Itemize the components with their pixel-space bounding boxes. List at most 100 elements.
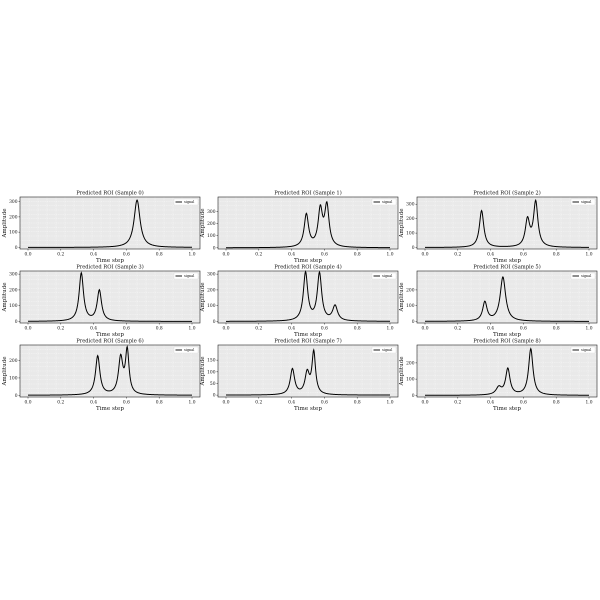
x-tick-label: 1.0 xyxy=(189,401,196,406)
series-line-signal xyxy=(226,200,390,249)
y-tick-label: 0 xyxy=(213,394,216,399)
legend-box xyxy=(371,272,397,280)
series-line-signal xyxy=(226,348,390,396)
x-tick-label: 0.4 xyxy=(487,327,494,332)
subplot-6: 0.0 0.2 0.4 0.6 0.8 1.0 0 100 200 Predicted ROI (… xyxy=(2,338,201,412)
series-line-signal xyxy=(27,271,192,322)
x-tick-label: 0.4 xyxy=(90,401,97,406)
x-tick-label: 0.2 xyxy=(57,327,64,332)
x-tick-label: 0.0 xyxy=(422,401,429,406)
plot-frame xyxy=(416,270,598,324)
plot-frame xyxy=(217,270,399,324)
subplot-8: 0.0 0.2 0.4 0.6 0.8 1.0 0 100 200 Predicted ROI (… xyxy=(399,338,598,412)
chart-title: Predicted ROI (Sample 8) xyxy=(473,338,541,345)
y-axis-label: Amplitude xyxy=(399,282,405,313)
y-tick-label: 0 xyxy=(15,246,18,251)
y-axis-label: Amplitude xyxy=(200,356,206,387)
y-tick-label: 300 xyxy=(9,273,18,278)
legend-label: signal xyxy=(581,200,591,204)
y-tick-label: 200 xyxy=(406,361,415,366)
y-tick-label: 200 xyxy=(9,288,18,293)
y-tick-label: 0 xyxy=(213,246,216,251)
x-tick-label: 1.0 xyxy=(189,327,196,332)
x-tick-label: 0.4 xyxy=(487,253,494,258)
legend-box xyxy=(371,198,397,206)
x-tick-label: 0.6 xyxy=(520,327,527,332)
y-tick-label: 300 xyxy=(406,203,415,208)
x-tick-label: 0.8 xyxy=(354,327,361,332)
x-axis-label: Time step xyxy=(96,332,124,338)
legend-label: signal xyxy=(581,274,591,278)
x-tick-label: 0.6 xyxy=(321,253,328,258)
x-tick-label: 1.0 xyxy=(586,327,593,332)
plot-frame xyxy=(19,196,201,250)
x-tick-label: 1.0 xyxy=(387,327,394,332)
y-axis-label: Amplitude xyxy=(2,282,8,313)
legend-label: signal xyxy=(184,200,194,204)
x-tick-label: 0.2 xyxy=(454,327,461,332)
y-tick-label: 300 xyxy=(207,273,216,278)
x-tick-label: 0.6 xyxy=(123,253,130,258)
chart-title: Predicted ROI (Sample 2) xyxy=(473,190,541,197)
x-tick-label: 1.0 xyxy=(387,401,394,406)
chart-title: Predicted ROI (Sample 7) xyxy=(274,338,342,345)
x-axis-label: Time step xyxy=(294,332,322,338)
x-tick-label: 0.8 xyxy=(156,401,163,406)
x-axis-label: Time step xyxy=(294,258,322,264)
y-tick-label: 0 xyxy=(15,394,18,399)
y-tick-label: 100 xyxy=(9,304,18,309)
y-axis-label: Amplitude xyxy=(399,356,405,387)
series-line-signal xyxy=(28,344,192,396)
subplot-0: 0.0 0.2 0.4 0.6 0.8 1.0 0 100 200 300 Predicted RO… xyxy=(2,190,201,264)
y-tick-label: 100 xyxy=(207,370,216,375)
x-tick-label: 0.4 xyxy=(288,253,295,258)
x-tick-label: 0.8 xyxy=(553,253,560,258)
y-tick-label: 100 xyxy=(207,304,216,309)
x-tick-label: 0.8 xyxy=(156,327,163,332)
x-tick-label: 0.2 xyxy=(255,401,262,406)
subplot-7: 0.0 0.2 0.4 0.6 0.8 1.0 0 50 100 150 Predicted ROI… xyxy=(200,338,399,412)
legend-box xyxy=(173,272,199,280)
legend-box xyxy=(173,346,199,354)
x-tick-label: 0.0 xyxy=(223,327,230,332)
x-tick-label: 0.8 xyxy=(553,401,560,406)
legend-box xyxy=(570,198,596,206)
y-tick-label: 0 xyxy=(412,246,415,251)
legend-box xyxy=(371,346,397,354)
legend-label: signal xyxy=(382,348,392,352)
y-tick-label: 100 xyxy=(9,376,18,381)
x-tick-label: 0.6 xyxy=(321,401,328,406)
x-tick-label: 0.8 xyxy=(354,253,361,258)
chart-title: Predicted ROI (Sample 0) xyxy=(76,190,144,197)
y-tick-label: 300 xyxy=(207,210,216,215)
y-axis-label: Amplitude xyxy=(399,208,405,239)
x-tick-label: 0.8 xyxy=(354,401,361,406)
x-tick-label: 0.0 xyxy=(223,253,230,258)
x-tick-label: 0.8 xyxy=(553,327,560,332)
y-tick-label: 200 xyxy=(207,288,216,293)
x-tick-label: 1.0 xyxy=(387,253,394,258)
plot-frame xyxy=(19,344,201,398)
legend-label: signal xyxy=(382,274,392,278)
y-tick-label: 200 xyxy=(406,217,415,222)
series-line-signal xyxy=(425,347,589,396)
x-tick-label: 0.4 xyxy=(90,253,97,258)
y-axis-label: Amplitude xyxy=(200,208,206,239)
x-tick-label: 1.0 xyxy=(586,401,593,406)
series-line-signal xyxy=(425,275,589,322)
x-tick-label: 0.8 xyxy=(156,253,163,258)
subplot-1: 0.0 0.2 0.4 0.6 0.8 1.0 0 100 200 300 Predicted RO… xyxy=(200,190,399,264)
legend-label: signal xyxy=(581,348,591,352)
y-tick-label: 200 xyxy=(207,222,216,227)
series-line-signal xyxy=(28,199,193,248)
x-axis-label: Time step xyxy=(493,332,521,338)
y-tick-label: 200 xyxy=(9,359,18,364)
legend-box xyxy=(173,198,199,206)
y-axis-label: Amplitude xyxy=(200,282,206,313)
x-axis-label: Time step xyxy=(96,406,124,412)
plot-frame xyxy=(416,344,598,398)
x-tick-label: 0.6 xyxy=(520,253,527,258)
x-tick-label: 0.6 xyxy=(520,401,527,406)
legend-box xyxy=(570,346,596,354)
